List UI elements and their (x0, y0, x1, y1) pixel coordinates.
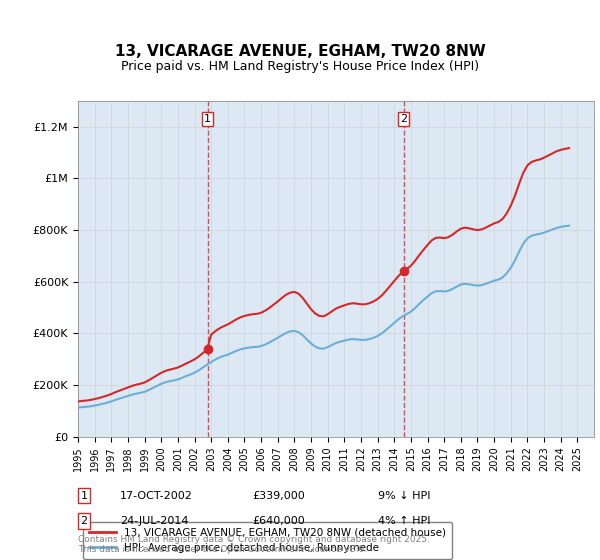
Text: £640,000: £640,000 (252, 516, 305, 526)
Text: 4% ↑ HPI: 4% ↑ HPI (378, 516, 431, 526)
Text: 24-JUL-2014: 24-JUL-2014 (120, 516, 188, 526)
Text: 2: 2 (80, 516, 88, 526)
Text: 9% ↓ HPI: 9% ↓ HPI (378, 491, 431, 501)
Text: 1: 1 (204, 114, 211, 124)
Text: 1: 1 (80, 491, 88, 501)
Text: Price paid vs. HM Land Registry's House Price Index (HPI): Price paid vs. HM Land Registry's House … (121, 60, 479, 73)
Text: £339,000: £339,000 (252, 491, 305, 501)
Text: 2: 2 (400, 114, 407, 124)
Text: Contains HM Land Registry data © Crown copyright and database right 2025.
This d: Contains HM Land Registry data © Crown c… (78, 535, 430, 554)
Text: 13, VICARAGE AVENUE, EGHAM, TW20 8NW: 13, VICARAGE AVENUE, EGHAM, TW20 8NW (115, 44, 485, 59)
Text: 17-OCT-2002: 17-OCT-2002 (120, 491, 193, 501)
Legend: 13, VICARAGE AVENUE, EGHAM, TW20 8NW (detached house), HPI: Average price, detac: 13, VICARAGE AVENUE, EGHAM, TW20 8NW (de… (83, 521, 452, 559)
